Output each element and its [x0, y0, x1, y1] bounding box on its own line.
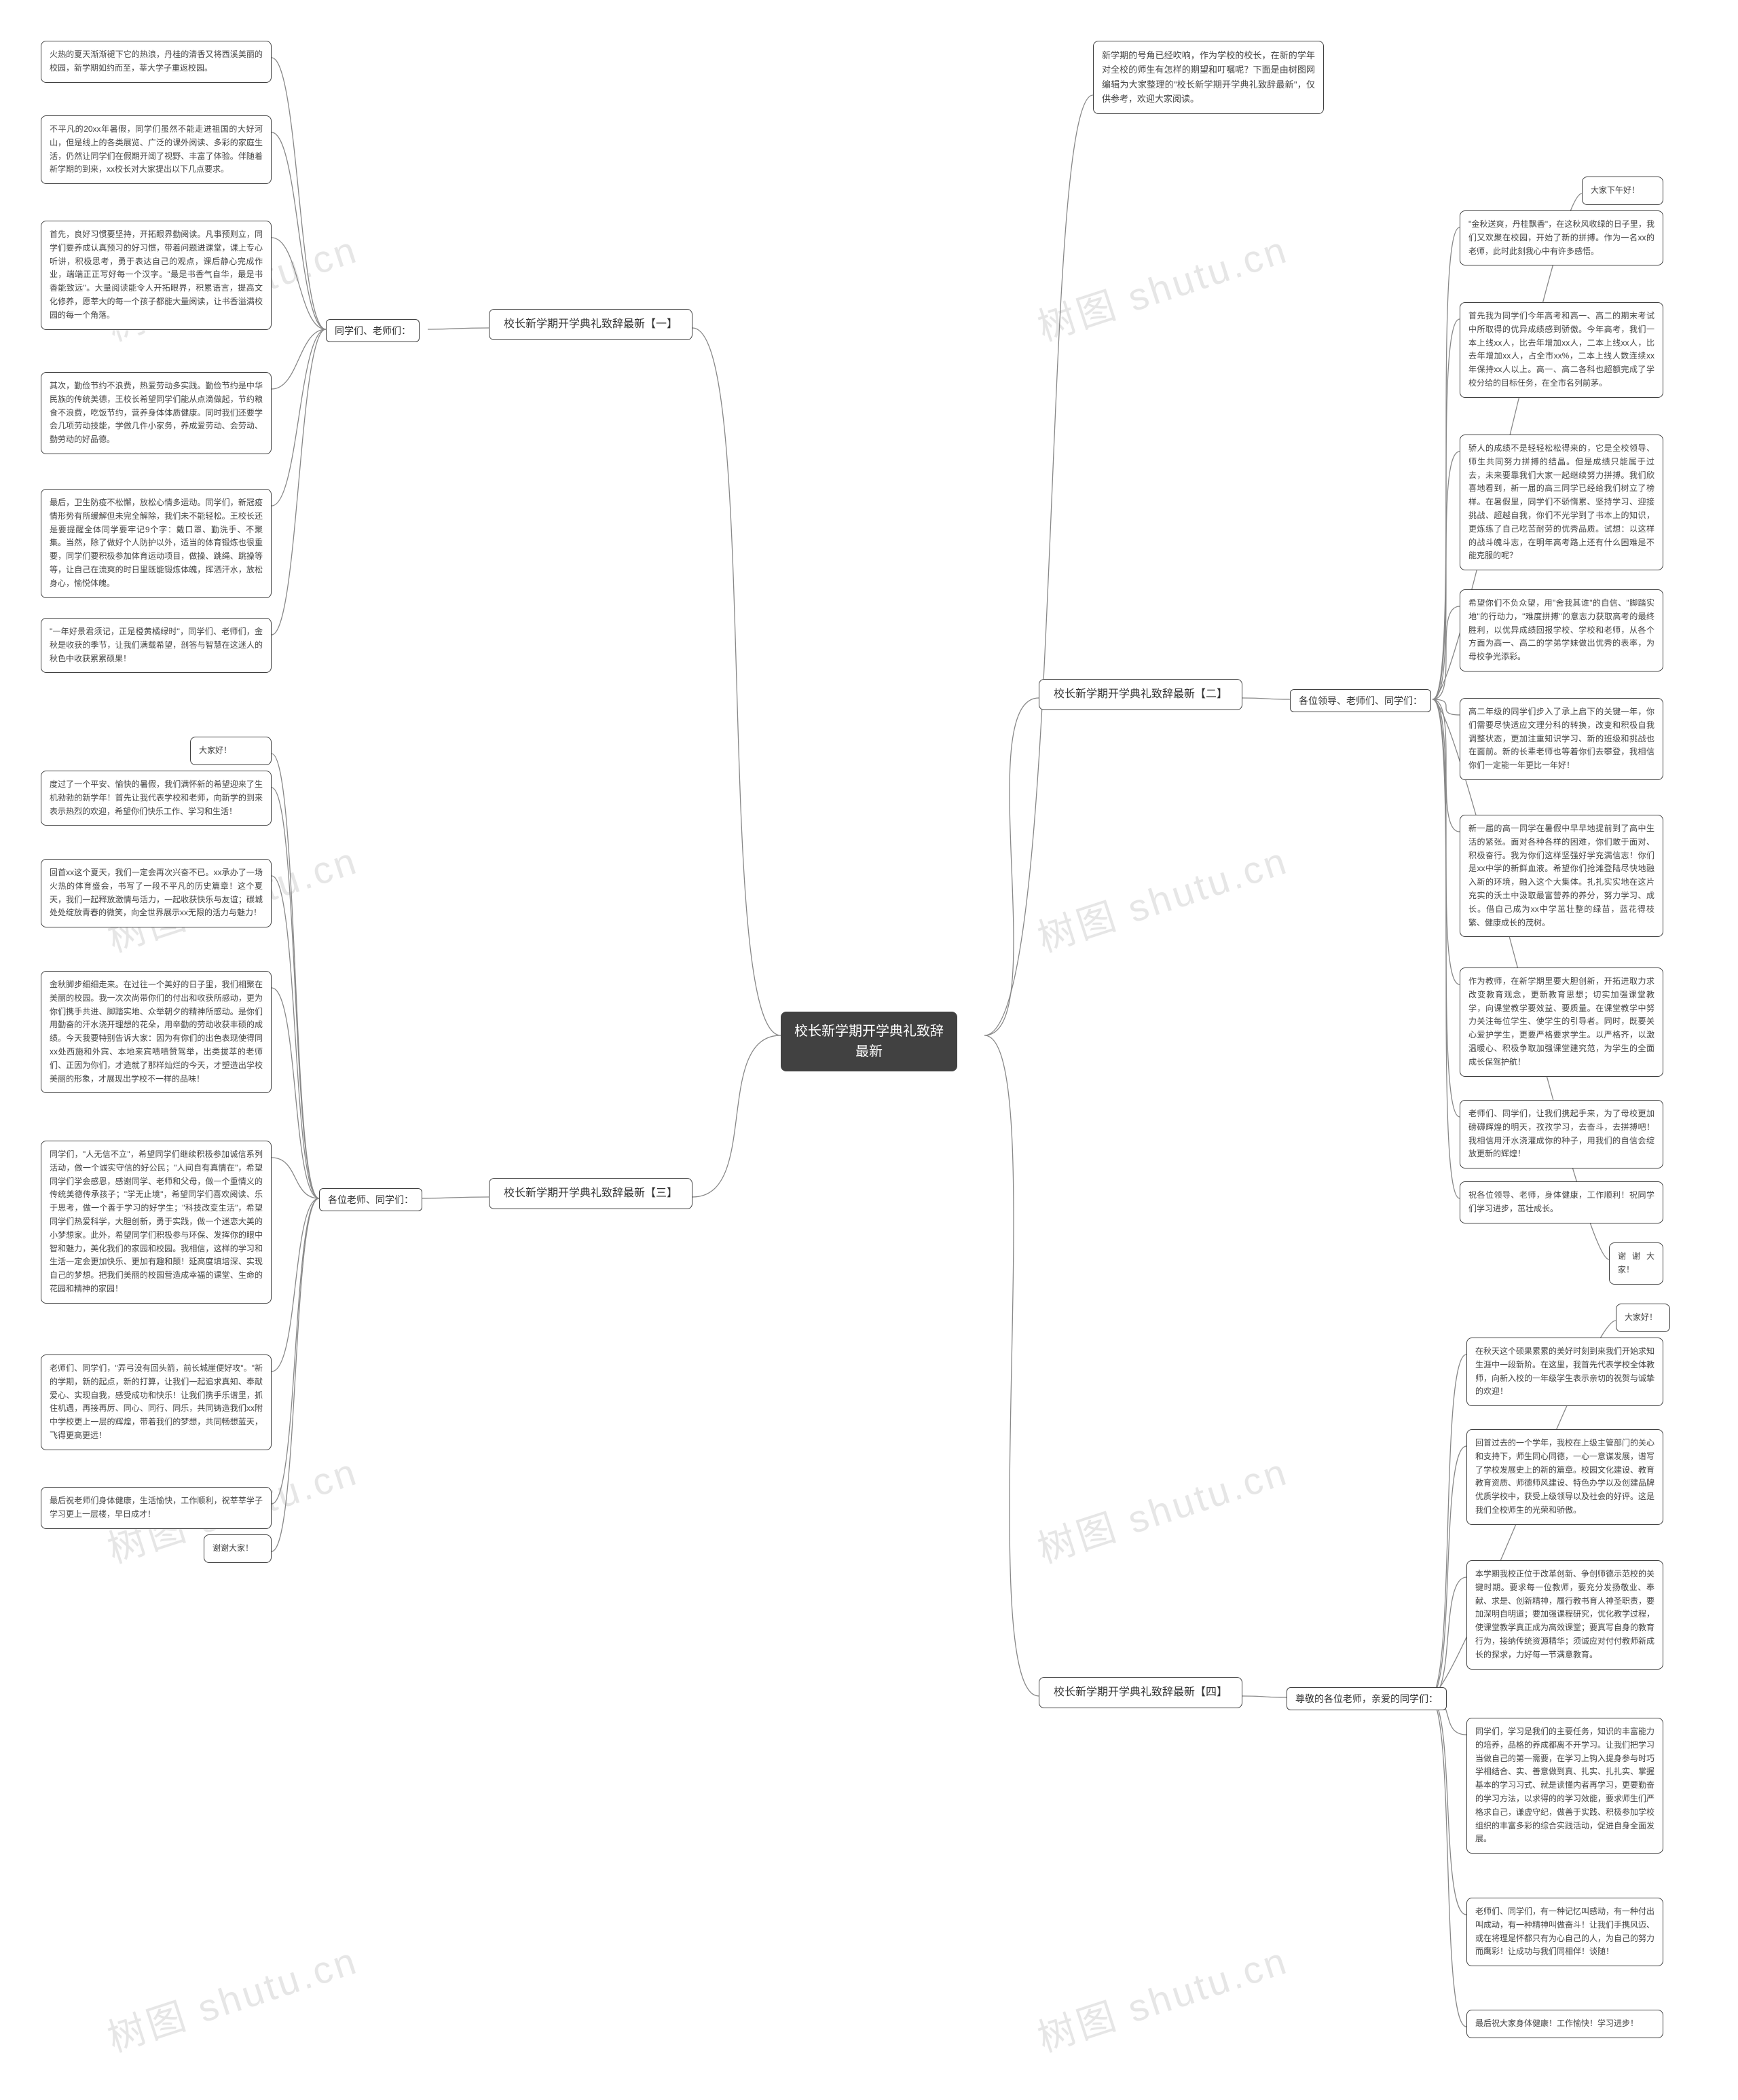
intro-node: 新学期的号角已经吹响，作为学校的校长，在新的学年对全校的师生有怎样的期望和叮嘱呢… [1093, 41, 1324, 114]
content-node: 本学期我校正位于改革创新、争创师德示范校的关键时期。要求每一位教师，要充分发扬敬… [1466, 1560, 1663, 1670]
audience-label: 各位领导、老师们、同学们： [1290, 689, 1431, 712]
intro-text: 新学期的号角已经吹响，作为学校的校长，在新的学年对全校的师生有怎样的期望和叮嘱呢… [1102, 50, 1315, 104]
content-node: 大家好！ [1616, 1304, 1670, 1332]
content-node: 在秋天这个硕果累累的美好时刻到来我们开始求知生涯中一段新阶。在这里，我首先代表学… [1466, 1338, 1663, 1406]
watermark: 树图 shutu.cn [1030, 830, 1295, 963]
content-node: 其次，勤俭节约不浪费，热爱劳动多实践。勤俭节约是中华民族的传统美德，王校长希望同… [41, 372, 272, 454]
audience-label: 各位老师、同学们： [319, 1188, 422, 1211]
content-node: 希望你们不负众望，用"舍我其谁"的自信、"脚踏实地"的行动力，"难度拼搏"的意志… [1460, 589, 1663, 671]
section-title: 校长新学期开学典礼致辞最新【三】 [489, 1178, 692, 1209]
section-title: 校长新学期开学典礼致辞最新【一】 [489, 309, 692, 340]
audience-label: 尊敬的各位老师，亲爱的同学们： [1287, 1687, 1447, 1710]
watermark: 树图 shutu.cn [100, 1930, 365, 2063]
content-node: 同学们，"人无信不立"，希望同学们继续积极参加诚信系列活动，做一个诚实守信的好公… [41, 1141, 272, 1304]
content-node: 大家下午好！ [1582, 177, 1663, 205]
content-node: 谢谢大家！ [204, 1534, 272, 1563]
content-node: 骄人的成绩不是轻轻松松得来的，它是全校领导、师生共同努力拼搏的结晶。但是成绩只能… [1460, 435, 1663, 570]
section-title: 校长新学期开学典礼致辞最新【四】 [1039, 1677, 1242, 1708]
audience-label: 同学们、老师们： [326, 319, 420, 342]
content-node: 大家好！ [190, 737, 272, 765]
content-node: "金秋送爽，丹桂飘香"，在这秋风收绿的日子里，我们又欢聚在校园，开始了新的拼搏。… [1460, 210, 1663, 265]
content-node: 老师们、同学们，让我们携起手来，为了母校更加磅礴辉煌的明天，孜孜学习，去奋斗，去… [1460, 1100, 1663, 1168]
content-node: "一年好景君须记，正是橙黄橘绿时"，同学们、老师们，金秋是收获的季节，让我们满载… [41, 618, 272, 673]
watermark: 树图 shutu.cn [1030, 219, 1295, 352]
content-node: 金秋脚步细细走来。在过往一个美好的日子里，我们相聚在美丽的校园。我一次次尚带你们… [41, 971, 272, 1093]
content-node: 度过了一个平安、愉快的暑假，我们满怀新的希望迎来了生机勃勃的新学年！首先让我代表… [41, 771, 272, 826]
content-node: 首先我为同学们今年高考和高一、高二的期末考试中所取得的优异成绩感到骄傲。今年高考… [1460, 302, 1663, 398]
content-node: 最后，卫生防疫不松懈，放松心情多运动。同学们，新冠疫情形势有所缓解但未完全解除，… [41, 489, 272, 598]
content-node: 首先，良好习惯要坚持，开拓眼界勤阅读。凡事预则立，同学们要养成认真预习的好习惯，… [41, 221, 272, 330]
watermark: 树图 shutu.cn [1030, 1930, 1295, 2063]
content-node: 作为教师，在新学期里要大胆创新，开拓进取力求改变教育观念，更新教育思想；切实加强… [1460, 968, 1663, 1077]
content-node: 回首xx这个夏天，我们一定会再次兴奋不已。xx承办了一场火热的体育盛会，书写了一… [41, 859, 272, 927]
content-node: 谢谢大家！ [1609, 1242, 1663, 1285]
center-topic-text: 校长新学期开学典礼致辞最新 [794, 1021, 944, 1062]
content-node: 高二年级的同学们步入了承上启下的关键一年，你们需要尽快适应文理分科的转换，改变和… [1460, 698, 1663, 780]
center-topic: 校长新学期开学典礼致辞最新 [781, 1012, 957, 1071]
content-node: 老师们、同学们，有一种记忆叫感动，有一种付出叫成动，有一种精神叫做奋斗！让我们手… [1466, 1898, 1663, 1966]
content-node: 老师们、同学们，"弄弓没有回头箭，前长城崖便好攻"。"新的学期，新的起点，新的打… [41, 1355, 272, 1450]
content-node: 不平凡的20xx年暑假，同学们虽然不能走进祖国的大好河山，但是线上的各类展览、广… [41, 115, 272, 184]
section-title: 校长新学期开学典礼致辞最新【二】 [1039, 679, 1242, 710]
content-node: 新一届的高一同学在暑假中早早地提前到了高中生活的紧张。面对各种各样的困难，你们敢… [1460, 815, 1663, 937]
content-node: 最后祝大家身体健康！工作愉快！学习进步！ [1466, 2010, 1663, 2038]
content-node: 最后祝老师们身体健康，生活愉快，工作顺利，祝莘莘学子学习更上一层楼，早日成才！ [41, 1487, 272, 1529]
content-node: 回首过去的一个学年，我校在上级主管部门的关心和支持下，师生同心同德，一心一意谋发… [1466, 1429, 1663, 1525]
watermark: 树图 shutu.cn [1030, 1441, 1295, 1574]
content-node: 火热的夏天渐渐褪下它的热浪，丹桂的清香又将西溪美丽的校园，新学期如约而至，莘大学… [41, 41, 272, 83]
content-node: 祝各位领导、老师，身体健康，工作顺利！祝同学们学习进步，茁壮成长。 [1460, 1181, 1663, 1223]
content-node: 同学们，学习是我们的主要任务，知识的丰富能力的培养，品格的养成都离不开学习。让我… [1466, 1718, 1663, 1854]
